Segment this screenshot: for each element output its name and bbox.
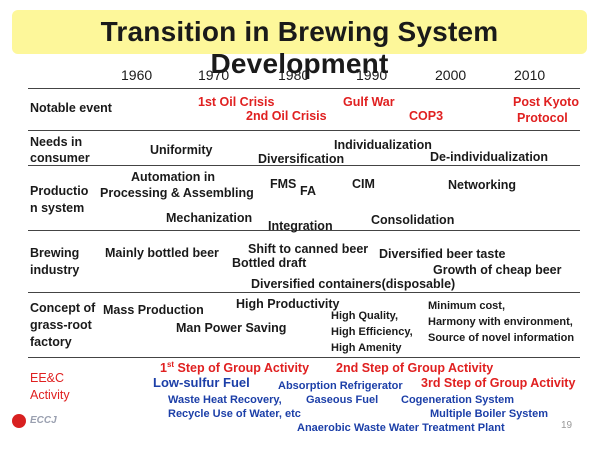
brewing-mainly-bottled: Mainly bottled beer xyxy=(105,246,219,260)
production-mechanization: Mechanization xyxy=(166,211,253,225)
concept-high-amenity: High Amenity xyxy=(331,342,402,354)
concept-man-power-saving: Man Power Saving xyxy=(176,321,287,335)
row-label-production-2: n system xyxy=(30,201,85,215)
row-label-concept-2: grass-root xyxy=(30,318,92,332)
eec-step3: 3rd Step of Group Activity xyxy=(421,376,576,390)
year-1980: 1980 xyxy=(278,67,310,83)
row-label-production-1: Productio xyxy=(30,184,89,198)
brewing-diversified-taste: Diversified beer taste xyxy=(379,247,506,261)
eec-step1-rest: Step of Group Activity xyxy=(174,361,310,375)
eec-multiple-boiler: Multiple Boiler System xyxy=(430,408,548,420)
concept-harmony: Harmony with environment, xyxy=(428,316,573,328)
eec-waste-heat-recovery: Waste Heat Recovery, xyxy=(168,394,282,406)
concept-mass-production: Mass Production xyxy=(103,303,204,317)
production-cim: CIM xyxy=(352,177,375,191)
row-label-needs-2: consumer xyxy=(30,151,90,165)
eccj-logo-text: ECCJ xyxy=(30,415,57,426)
production-fa: FA xyxy=(300,184,316,198)
production-integration: Integration xyxy=(268,219,333,233)
needs-individualization: Individualization xyxy=(334,138,432,152)
brewing-shift-canned: Shift to canned beer xyxy=(248,242,369,256)
year-1960: 1960 xyxy=(121,67,153,83)
year-2010: 2010 xyxy=(514,67,546,83)
year-2000: 2000 xyxy=(435,67,467,83)
production-automation-2: Processing & Assembling xyxy=(100,186,254,200)
row-label-brewing-2: industry xyxy=(30,263,80,277)
row-divider xyxy=(28,357,580,358)
row-label-brewing-1: Brewing xyxy=(30,246,80,260)
production-networking: Networking xyxy=(448,178,517,192)
row-divider xyxy=(28,88,580,89)
row-label-concept-1: Concept of xyxy=(30,301,96,315)
row-divider xyxy=(28,292,580,293)
needs-diversification: Diversification xyxy=(258,152,345,166)
event-2nd-oil-crisis: 2nd Oil Crisis xyxy=(246,109,327,123)
brewing-cheap-beer: Growth of cheap beer xyxy=(433,263,562,277)
row-divider xyxy=(28,130,580,131)
event-1st-oil-crisis: 1st Oil Crisis xyxy=(198,95,275,109)
eec-absorption-refrigerator: Absorption Refrigerator xyxy=(278,380,403,392)
concept-high-efficiency: High Efficiency, xyxy=(331,326,413,338)
eec-anaerobic-plant: Anaerobic Waste Water Treatment Plant xyxy=(297,422,505,434)
needs-uniformity: Uniformity xyxy=(150,143,213,157)
eec-recycle-water: Recycle Use of Water, etc xyxy=(168,408,301,420)
row-divider xyxy=(28,230,580,231)
production-fms: FMS xyxy=(270,177,297,191)
event-post-kyoto: Post Kyoto xyxy=(513,95,579,109)
production-consolidation: Consolidation xyxy=(371,213,455,227)
concept-high-quality: High Quality, xyxy=(331,310,399,322)
eec-step1-num: 1 xyxy=(160,361,167,375)
event-gulf-war: Gulf War xyxy=(343,95,395,109)
year-1990: 1990 xyxy=(356,67,388,83)
concept-minimum-cost: Minimum cost, xyxy=(428,300,506,312)
slide-title: Transition in Brewing System Development xyxy=(100,16,499,79)
eec-cogeneration: Cogeneration System xyxy=(401,394,515,406)
event-cop3: COP3 xyxy=(409,109,444,123)
row-label-eec-1: EE&C xyxy=(30,371,65,385)
concept-high-productivity: High Productivity xyxy=(236,297,340,311)
event-protocol: Protocol xyxy=(517,111,568,125)
eec-gaseous-fuel: Gaseous Fuel xyxy=(306,394,379,406)
row-label-notable-event: Notable event xyxy=(30,101,112,115)
row-label-concept-3: factory xyxy=(30,335,72,349)
concept-novel-information: Source of novel information xyxy=(428,332,575,344)
brewing-diversified-containers: Diversified containers(disposable) xyxy=(251,277,456,291)
page-number: 19 xyxy=(561,420,573,431)
production-automation-1: Automation in xyxy=(131,170,216,184)
row-divider xyxy=(28,165,580,166)
eccj-logo-icon xyxy=(12,414,26,428)
eec-step1: 1st Step of Group Activity xyxy=(160,359,310,376)
eec-low-sulfur-fuel: Low-sulfur Fuel xyxy=(153,375,250,390)
title-banner: Transition in Brewing System Development xyxy=(12,10,587,79)
eec-step1-sup: st xyxy=(166,359,175,369)
brewing-bottled-draft: Bottled draft xyxy=(232,256,307,270)
eec-step2: 2nd Step of Group Activity xyxy=(336,361,494,375)
row-label-needs-1: Needs in xyxy=(30,135,83,149)
year-1970: 1970 xyxy=(198,67,230,83)
row-label-eec-2: Activity xyxy=(30,388,70,402)
needs-de-individualization: De-individualization xyxy=(430,150,549,164)
